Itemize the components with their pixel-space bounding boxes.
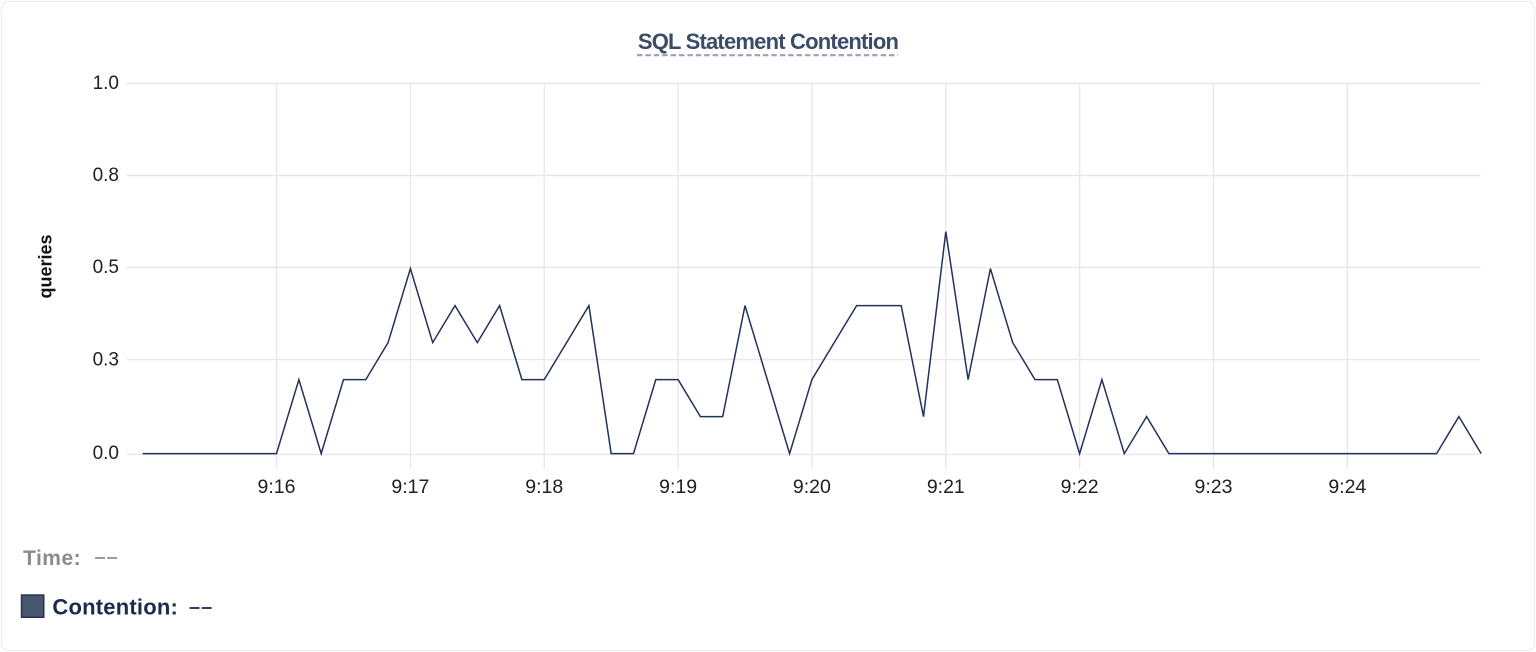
svg-text:1.0: 1.0 bbox=[93, 73, 119, 94]
svg-text:9:18: 9:18 bbox=[525, 476, 563, 498]
svg-text:0.3: 0.3 bbox=[93, 349, 119, 370]
svg-text:0.0: 0.0 bbox=[93, 443, 119, 464]
svg-text:––: –– bbox=[189, 597, 213, 619]
svg-text:9:19: 9:19 bbox=[659, 476, 697, 498]
svg-text:Contention:: Contention: bbox=[52, 595, 178, 620]
svg-text:Time:: Time: bbox=[23, 547, 81, 570]
svg-text:queries: queries bbox=[35, 234, 55, 298]
svg-text:9:21: 9:21 bbox=[927, 476, 965, 498]
svg-text:9:23: 9:23 bbox=[1195, 476, 1233, 498]
svg-text:0.8: 0.8 bbox=[93, 165, 119, 186]
svg-text:SQL Statement Contention: SQL Statement Contention bbox=[638, 29, 899, 54]
svg-text:9:17: 9:17 bbox=[391, 476, 429, 498]
svg-text:9:24: 9:24 bbox=[1328, 476, 1366, 498]
svg-text:––: –– bbox=[95, 547, 119, 569]
svg-text:9:22: 9:22 bbox=[1061, 476, 1099, 498]
svg-text:9:16: 9:16 bbox=[258, 476, 296, 498]
svg-text:0.5: 0.5 bbox=[93, 257, 119, 278]
svg-text:9:20: 9:20 bbox=[793, 476, 831, 498]
